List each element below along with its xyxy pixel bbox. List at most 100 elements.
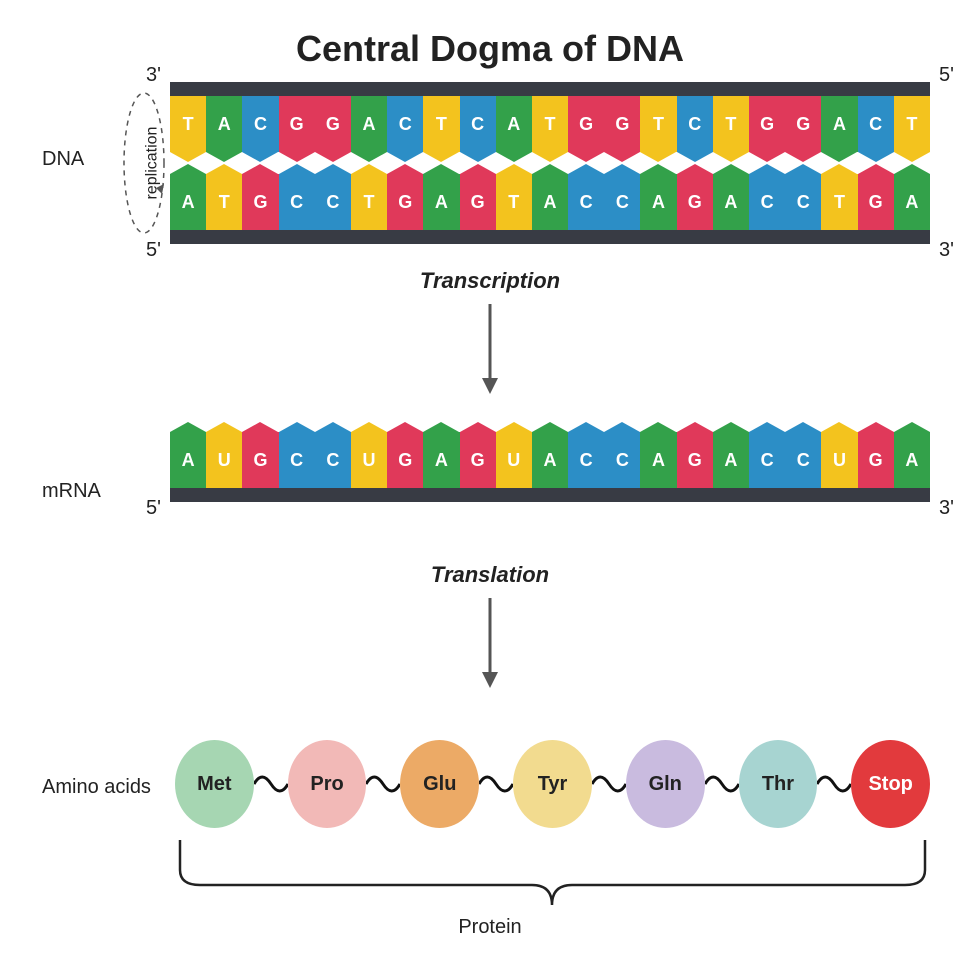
peptide-bond-icon: [592, 774, 626, 794]
replication-loop-icon: replication: [120, 88, 168, 238]
nucleotide: T: [713, 96, 749, 152]
nucleotide: C: [279, 174, 315, 230]
nucleotide: C: [279, 432, 315, 488]
nucleotide: G: [858, 174, 894, 230]
nucleotide: T: [170, 96, 206, 152]
nucleotide: U: [206, 432, 242, 488]
nucleotide: T: [423, 96, 459, 152]
nucleotide: G: [677, 432, 713, 488]
translation-label: Translation: [0, 562, 980, 588]
mrna-left-end: 5': [146, 497, 161, 520]
nucleotide: C: [315, 432, 351, 488]
nucleotide: T: [496, 174, 532, 230]
dna-top-left-end: 3': [146, 64, 161, 87]
nucleotide: A: [423, 432, 459, 488]
nucleotide: A: [821, 96, 857, 152]
dna-top-strand: TACGGACTCATGGTCTGGACT: [170, 96, 930, 152]
nucleotide: G: [460, 174, 496, 230]
label-amino-acids: Amino acids: [42, 776, 151, 799]
nucleotide: T: [821, 174, 857, 230]
nucleotide: G: [677, 174, 713, 230]
nucleotide: G: [242, 174, 278, 230]
nucleotide: A: [170, 432, 206, 488]
transcription-arrow-icon: [480, 304, 500, 399]
nucleotide: C: [604, 174, 640, 230]
nucleotide: C: [242, 96, 278, 152]
nucleotide: G: [315, 96, 351, 152]
nucleotide: C: [858, 96, 894, 152]
nucleotide: A: [532, 174, 568, 230]
mrna-backbone: [170, 488, 930, 502]
nucleotide: C: [785, 174, 821, 230]
nucleotide: A: [713, 174, 749, 230]
dna-bottom-strand: ATGCCTGAGTACCAGACCTGA: [170, 174, 930, 230]
nucleotide: A: [351, 96, 387, 152]
nucleotide: G: [785, 96, 821, 152]
nucleotide: C: [785, 432, 821, 488]
nucleotide: G: [460, 432, 496, 488]
nucleotide: C: [568, 174, 604, 230]
nucleotide: G: [749, 96, 785, 152]
nucleotide: A: [640, 174, 676, 230]
nucleotide: A: [206, 96, 242, 152]
dna-top-right-end: 5': [939, 64, 954, 87]
mrna-diagram: AUGCCUGAGUACCAGACCUGA 5' 3': [170, 432, 930, 502]
nucleotide: T: [640, 96, 676, 152]
dna-backbone-bottom: [170, 230, 930, 244]
nucleotide: A: [532, 432, 568, 488]
nucleotide: T: [894, 96, 930, 152]
nucleotide: C: [677, 96, 713, 152]
nucleotide: G: [387, 174, 423, 230]
peptide-bond-icon: [366, 774, 400, 794]
nucleotide: A: [894, 432, 930, 488]
replication-label: replication: [143, 127, 161, 200]
dna-backbone-top: [170, 82, 930, 96]
amino-acid: Pro: [288, 740, 367, 828]
nucleotide: A: [496, 96, 532, 152]
nucleotide: C: [387, 96, 423, 152]
amino-acid-chain: MetProGluTyrGlnThrStop: [175, 740, 930, 828]
peptide-bond-icon: [254, 774, 288, 794]
dna-bottom-right-end: 3': [939, 239, 954, 262]
amino-acid: Gln: [626, 740, 705, 828]
protein-brace-icon: [175, 840, 930, 910]
label-mrna: mRNA: [42, 480, 101, 503]
amino-acid: Stop: [851, 740, 930, 828]
amino-acid: Glu: [400, 740, 479, 828]
nucleotide: C: [749, 432, 785, 488]
transcription-label: Transcription: [0, 268, 980, 294]
nucleotide: G: [387, 432, 423, 488]
nucleotide: G: [858, 432, 894, 488]
protein-label: Protein: [0, 916, 980, 939]
translation-arrow-icon: [480, 598, 500, 693]
nucleotide: G: [604, 96, 640, 152]
nucleotide: G: [568, 96, 604, 152]
nucleotide: G: [279, 96, 315, 152]
nucleotide: G: [242, 432, 278, 488]
nucleotide: C: [749, 174, 785, 230]
nucleotide: C: [315, 174, 351, 230]
amino-acid: Thr: [739, 740, 818, 828]
nucleotide: C: [460, 96, 496, 152]
nucleotide: A: [713, 432, 749, 488]
amino-acid: Met: [175, 740, 254, 828]
nucleotide: A: [170, 174, 206, 230]
nucleotide: A: [423, 174, 459, 230]
nucleotide: C: [568, 432, 604, 488]
label-dna: DNA: [42, 148, 84, 171]
nucleotide: U: [821, 432, 857, 488]
dna-bottom-left-end: 5': [146, 239, 161, 262]
nucleotide: T: [206, 174, 242, 230]
dna-diagram: 3' 5' TACGGACTCATGGTCTGGACT ATGCCTGAGTAC…: [170, 82, 930, 244]
nucleotide: A: [640, 432, 676, 488]
mrna-strand: AUGCCUGAGUACCAGACCUGA: [170, 432, 930, 488]
nucleotide: C: [604, 432, 640, 488]
nucleotide: U: [496, 432, 532, 488]
nucleotide: T: [351, 174, 387, 230]
mrna-right-end: 3': [939, 497, 954, 520]
nucleotide: A: [894, 174, 930, 230]
nucleotide: T: [532, 96, 568, 152]
peptide-bond-icon: [479, 774, 513, 794]
peptide-bond-icon: [817, 774, 851, 794]
peptide-bond-icon: [705, 774, 739, 794]
